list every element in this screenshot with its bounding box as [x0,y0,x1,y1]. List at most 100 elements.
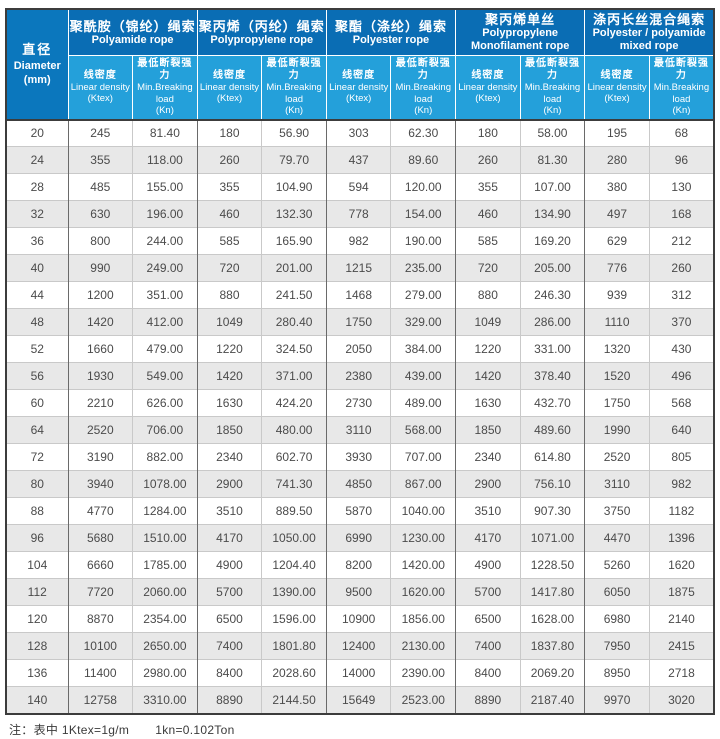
value-cell: 2028.60 [261,659,327,687]
value-cell: 1468 [325,281,391,309]
value-cell: 380 [584,173,650,201]
value-cell: 1110 [584,308,650,336]
value-cell: 1801.80 [261,632,327,660]
value-cell: 378.40 [519,362,585,390]
value-cell: 880 [455,281,521,309]
value-cell: 2130.00 [390,632,456,660]
value-cell: 8890 [196,686,262,714]
value-cell: 630 [67,200,133,228]
value-cell: 1320 [584,335,650,363]
value-cell: 5870 [325,497,391,525]
value-cell: 489.60 [519,416,585,444]
sub-label-unit: (Ktex) [87,93,113,105]
value-cell: 778 [325,200,391,228]
value-cell: 196.00 [132,200,198,228]
value-cell: 756.10 [519,470,585,498]
value-cell: 5260 [584,551,650,579]
value-cell: 280 [584,146,650,174]
value-cell: 8870 [67,605,133,633]
value-cell: 568 [648,389,714,417]
value-cell: 2980.00 [132,659,198,687]
value-cell: 1837.80 [519,632,585,660]
group-header-polyamide: 聚酰胺（锦纶）绳索 Polyamide rope [67,8,198,56]
value-cell: 249.00 [132,254,198,282]
subheader-linear-density: 线密度 Linear density (Ktex) [67,55,134,120]
value-cell: 2140 [648,605,714,633]
value-cell: 165.90 [261,227,327,255]
table-row: 128 10100 2650.00 7400 1801.80 12400 2130.00 74… [6,632,714,660]
value-cell: 132.30 [261,200,327,228]
value-cell: 286.00 [519,308,585,336]
value-cell: 168 [648,200,714,228]
value-cell: 2415 [648,632,714,660]
value-cell: 9970 [584,686,650,714]
value-cell: 880 [196,281,262,309]
sub-label-zh: 最低断裂强力 [524,58,580,81]
value-cell: 1417.80 [519,578,585,606]
table-row: 20 245 81.40 180 56.90 303 62.30 180 58.00 195 68 [6,119,714,147]
value-cell: 96 [648,146,714,174]
value-cell: 2520 [67,416,133,444]
diameter-cell: 112 [6,578,69,606]
value-cell: 6500 [455,605,521,633]
value-cell: 81.40 [132,119,198,147]
value-cell: 1630 [196,389,262,417]
value-cell: 720 [196,254,262,282]
value-cell: 706.00 [132,416,198,444]
group-header-pp-monofilament: 聚丙烯单丝 Polypropylene Monofilament rope [455,8,586,56]
value-cell: 6990 [325,524,391,552]
value-cell: 640 [648,416,714,444]
value-cell: 1875 [648,578,714,606]
value-cell: 1750 [325,308,391,336]
value-cell: 89.60 [390,146,456,174]
value-cell: 439.00 [390,362,456,390]
value-cell: 460 [196,200,262,228]
value-cell: 279.00 [390,281,456,309]
value-cell: 6660 [67,551,133,579]
value-cell: 260 [455,146,521,174]
value-cell: 1850 [455,416,521,444]
value-cell: 1630 [455,389,521,417]
subheader-breaking-load: 最低断裂强力 Min.Breaking load (Kn) [261,55,327,120]
value-cell: 2380 [325,362,391,390]
sub-label-en2: load [155,93,174,105]
value-cell: 155.00 [132,173,198,201]
value-cell: 990 [67,254,133,282]
value-cell: 6500 [196,605,262,633]
value-cell: 2060.00 [132,578,198,606]
value-cell: 355 [455,173,521,201]
value-cell: 260 [648,254,714,282]
value-cell: 1856.00 [390,605,456,633]
value-cell: 485 [67,173,133,201]
value-cell: 241.50 [261,281,327,309]
value-cell: 1220 [455,335,521,363]
value-cell: 496 [648,362,714,390]
diameter-cell: 48 [6,308,69,336]
value-cell: 201.00 [261,254,327,282]
group-header-polypropylene: 聚丙烯（丙纶）绳索 Polypropylene rope [196,8,327,56]
value-cell: 2730 [325,389,391,417]
sub-label-unit: (Kn) [414,105,433,116]
value-cell: 14000 [325,659,391,687]
value-cell: 1078.00 [132,470,198,498]
value-cell: 56.90 [261,119,327,147]
value-cell: 585 [455,227,521,255]
value-cell: 2210 [67,389,133,417]
diameter-cell: 104 [6,551,69,579]
value-cell: 626.00 [132,389,198,417]
value-cell: 107.00 [519,173,585,201]
value-cell: 412.00 [132,308,198,336]
group-label-en: Polyester / polyamide mixed rope [592,27,706,52]
value-cell: 4170 [455,524,521,552]
table-row: 32 630 196.00 460 132.30 778 154.00 460 134.90 49… [6,200,714,228]
value-cell: 6050 [584,578,650,606]
value-cell: 7400 [455,632,521,660]
value-cell: 1850 [196,416,262,444]
table-row: 60 2210 626.00 1630 424.20 2730 489.00 1630 432.… [6,389,714,417]
value-cell: 2650.00 [132,632,198,660]
table-row: 72 3190 882.00 2340 602.70 3930 707.00 2340 614.… [6,443,714,471]
sub-label-en: Min.Breaking [395,82,451,93]
value-cell: 776 [584,254,650,282]
value-cell: 1220 [196,335,262,363]
value-cell: 3310.00 [132,686,198,714]
